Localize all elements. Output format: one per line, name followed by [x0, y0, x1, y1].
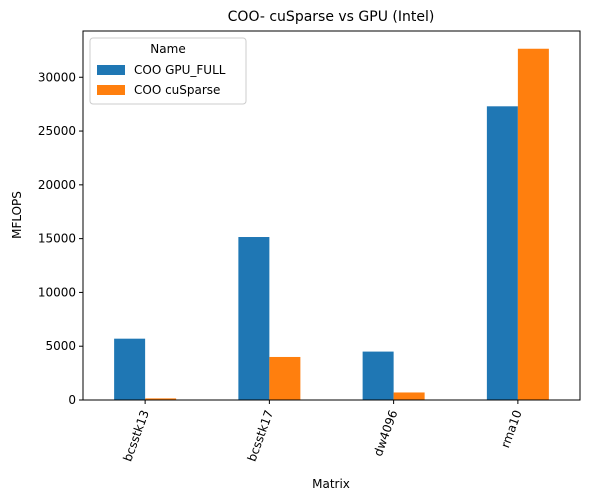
legend-box [89, 37, 247, 105]
chart-title: COO- cuSparse vs GPU (Intel) [228, 9, 435, 25]
bar-rma10-2 [517, 48, 549, 400]
bar-bcsstk13-1 [114, 338, 146, 400]
y-tick-label: 30000 [38, 70, 76, 84]
x-axis: bcsstk13 bcsstk17 dw4096 rma10 [120, 400, 525, 463]
bar-dw4096-2 [393, 392, 425, 400]
bar-rma10-1 [486, 106, 518, 400]
y-axis: 0 5000 10000 15000 20000 25000 30000 [38, 70, 83, 407]
y-tick-label: 5000 [45, 339, 76, 353]
x-tick-label: dw4096 [371, 408, 401, 458]
x-axis-title: Matrix [312, 477, 350, 491]
y-tick-label: 15000 [38, 232, 76, 246]
y-tick-label: 0 [68, 393, 76, 407]
bar-bcsstk13-2 [145, 398, 177, 400]
x-tick-label: bcsstk17 [245, 408, 277, 463]
y-tick-label: 25000 [38, 124, 76, 138]
legend-swatch [97, 85, 125, 95]
legend: Name COO GPU_FULL COO cuSparse [89, 37, 247, 105]
bar-dw4096-1 [362, 351, 394, 400]
y-axis-title: MFLOPS [10, 191, 24, 239]
legend-label: COO cuSparse [134, 83, 220, 97]
y-tick-label: 20000 [38, 178, 76, 192]
bars-layer [114, 48, 549, 400]
x-tick-label: rma10 [498, 408, 525, 449]
legend-label: COO GPU_FULL [134, 63, 226, 77]
legend-swatch [97, 65, 125, 75]
legend-title: Name [150, 42, 185, 56]
plot-frame [82, 30, 581, 401]
x-tick-label: bcsstk13 [120, 408, 152, 463]
bar-bcsstk17-2 [269, 356, 301, 400]
y-tick-label: 10000 [38, 285, 76, 299]
bar-bcsstk17-1 [238, 237, 270, 400]
